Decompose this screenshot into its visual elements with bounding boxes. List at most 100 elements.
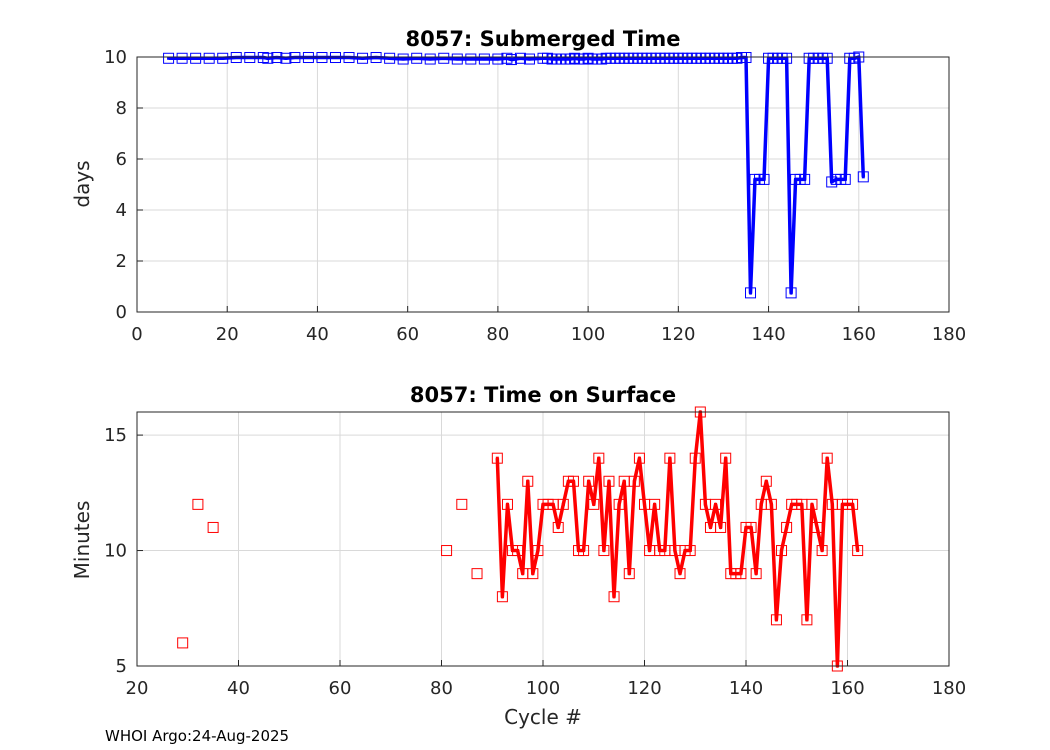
x-tick-label: 40 [306, 324, 329, 345]
isolated-data-point [207, 521, 219, 533]
submerged-time-title: 8057: Submerged Time [405, 27, 680, 51]
surface-time-ticks: 20 40 60 80 100 120 140 160 180 5 10 15 [104, 425, 966, 699]
data-point [329, 52, 341, 64]
data-point [357, 52, 369, 64]
surface-time-series [177, 406, 864, 672]
x-tick-label: 60 [396, 324, 419, 345]
data-point [289, 52, 301, 64]
data-point [280, 52, 292, 64]
data-point [770, 614, 782, 626]
data-point [163, 52, 175, 64]
isolated-data-point [192, 498, 204, 510]
data-point [271, 52, 283, 64]
y-tick-label: 10 [104, 541, 127, 562]
data-point [316, 52, 328, 64]
y-tick-label: 5 [116, 656, 127, 677]
data-point [857, 171, 869, 183]
data-point [740, 52, 752, 64]
data-point [593, 452, 605, 464]
x-tick-label: 0 [131, 324, 142, 345]
data-point [785, 287, 797, 299]
footer-credit: WHOI Argo:24-Aug-2025 [105, 727, 289, 745]
data-point [176, 52, 188, 64]
data-point [765, 498, 777, 510]
data-point [715, 521, 727, 533]
surface-time-title: 8057: Time on Surface [410, 383, 676, 407]
submerged-time-ticks: 0 20 40 60 80 100 120 140 160 180 0 2 4 6 8 10 [104, 47, 966, 345]
y-tick-label: 8 [116, 98, 127, 119]
data-point [633, 452, 645, 464]
data-point [806, 498, 818, 510]
submerged-time-ylabel: days [70, 160, 94, 207]
data-point [674, 568, 686, 580]
data-point [514, 52, 526, 64]
x-tick-label: 100 [526, 678, 560, 699]
x-tick-label: 100 [571, 324, 605, 345]
data-point [522, 475, 534, 487]
data-point [424, 53, 436, 65]
isolated-data-point [441, 545, 453, 557]
data-point [384, 52, 396, 64]
x-tick-label: 20 [216, 324, 239, 345]
data-point [217, 52, 229, 64]
isolated-data-point [177, 637, 189, 649]
x-tick-label: 180 [932, 324, 966, 345]
x-tick-label: 120 [661, 324, 695, 345]
data-point [527, 568, 539, 580]
submerged-time-plot: 0 20 40 60 80 100 120 140 160 180 0 2 4 6 8 10 8057: Su… [70, 27, 966, 345]
data-point [343, 52, 355, 64]
data-point [745, 287, 757, 299]
series-line [495, 410, 860, 668]
data-point [760, 475, 772, 487]
y-tick-label: 4 [116, 200, 127, 221]
y-tick-label: 0 [116, 302, 127, 323]
data-point [664, 452, 676, 464]
data-point [411, 52, 423, 64]
data-point [567, 475, 579, 487]
data-point [776, 545, 788, 557]
x-tick-label: 80 [486, 324, 509, 345]
data-point [801, 614, 813, 626]
data-point [613, 498, 625, 510]
data-point [478, 53, 490, 65]
isolated-data-point [471, 568, 483, 580]
x-tick-label: 160 [830, 678, 864, 699]
data-point [230, 52, 242, 64]
submerged-time-axes-frame [136, 56, 950, 313]
data-point [465, 53, 477, 65]
data-point [710, 498, 722, 510]
data-point [552, 521, 564, 533]
x-tick-label: 120 [627, 678, 661, 699]
data-point [302, 52, 314, 64]
data-point [781, 521, 793, 533]
data-point [816, 545, 828, 557]
data-point [735, 568, 747, 580]
data-point [583, 475, 595, 487]
x-tick-label: 40 [227, 678, 250, 699]
data-point [821, 52, 833, 64]
y-tick-label: 6 [116, 149, 127, 170]
data-point [244, 52, 256, 64]
data-point [758, 173, 770, 185]
x-tick-label: 140 [751, 324, 785, 345]
data-point [501, 498, 513, 510]
surface-time-plot: 20 40 60 80 100 120 140 160 180 5 10 15 8057: Time … [70, 383, 966, 729]
data-point [847, 498, 859, 510]
isolated-data-point [456, 498, 468, 510]
x-tick-label: 20 [126, 678, 149, 699]
data-point [811, 521, 823, 533]
data-point [578, 545, 590, 557]
data-point [628, 475, 640, 487]
data-point [603, 475, 615, 487]
data-point [598, 545, 610, 557]
x-tick-label: 180 [932, 678, 966, 699]
data-point [781, 52, 793, 64]
x-tick-label: 60 [329, 678, 352, 699]
data-point [370, 52, 382, 64]
data-point [623, 568, 635, 580]
data-point [523, 53, 535, 65]
data-point [512, 545, 524, 557]
data-point [852, 545, 864, 557]
data-point [720, 452, 732, 464]
